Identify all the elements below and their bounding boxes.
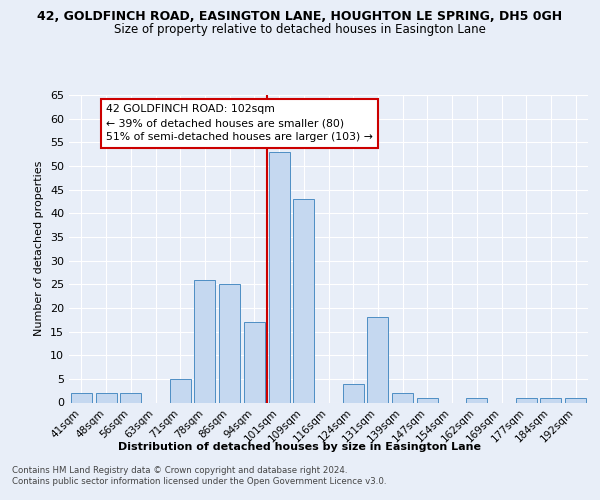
Bar [541,398,562,402]
Bar [417,398,438,402]
Text: 42 GOLDFINCH ROAD: 102sqm
← 39% of detached houses are smaller (80)
51% of semi-: 42 GOLDFINCH ROAD: 102sqm ← 39% of detac… [106,104,373,142]
Bar [392,393,413,402]
Text: 42, GOLDFINCH ROAD, EASINGTON LANE, HOUGHTON LE SPRING, DH5 0GH: 42, GOLDFINCH ROAD, EASINGTON LANE, HOUG… [37,10,563,23]
Text: Contains HM Land Registry data © Crown copyright and database right 2024.: Contains HM Land Registry data © Crown c… [12,466,347,475]
Bar [120,393,141,402]
Y-axis label: Number of detached properties: Number of detached properties [34,161,44,336]
Bar [293,199,314,402]
Bar [170,379,191,402]
Bar [71,393,92,402]
Text: Distribution of detached houses by size in Easington Lane: Distribution of detached houses by size … [119,442,482,452]
Bar [565,398,586,402]
Bar [516,398,537,402]
Bar [95,393,116,402]
Bar [367,318,388,402]
Bar [269,152,290,403]
Bar [343,384,364,402]
Bar [244,322,265,402]
Bar [219,284,240,403]
Bar [466,398,487,402]
Text: Contains public sector information licensed under the Open Government Licence v3: Contains public sector information licen… [12,478,386,486]
Text: Size of property relative to detached houses in Easington Lane: Size of property relative to detached ho… [114,22,486,36]
Bar [194,280,215,402]
